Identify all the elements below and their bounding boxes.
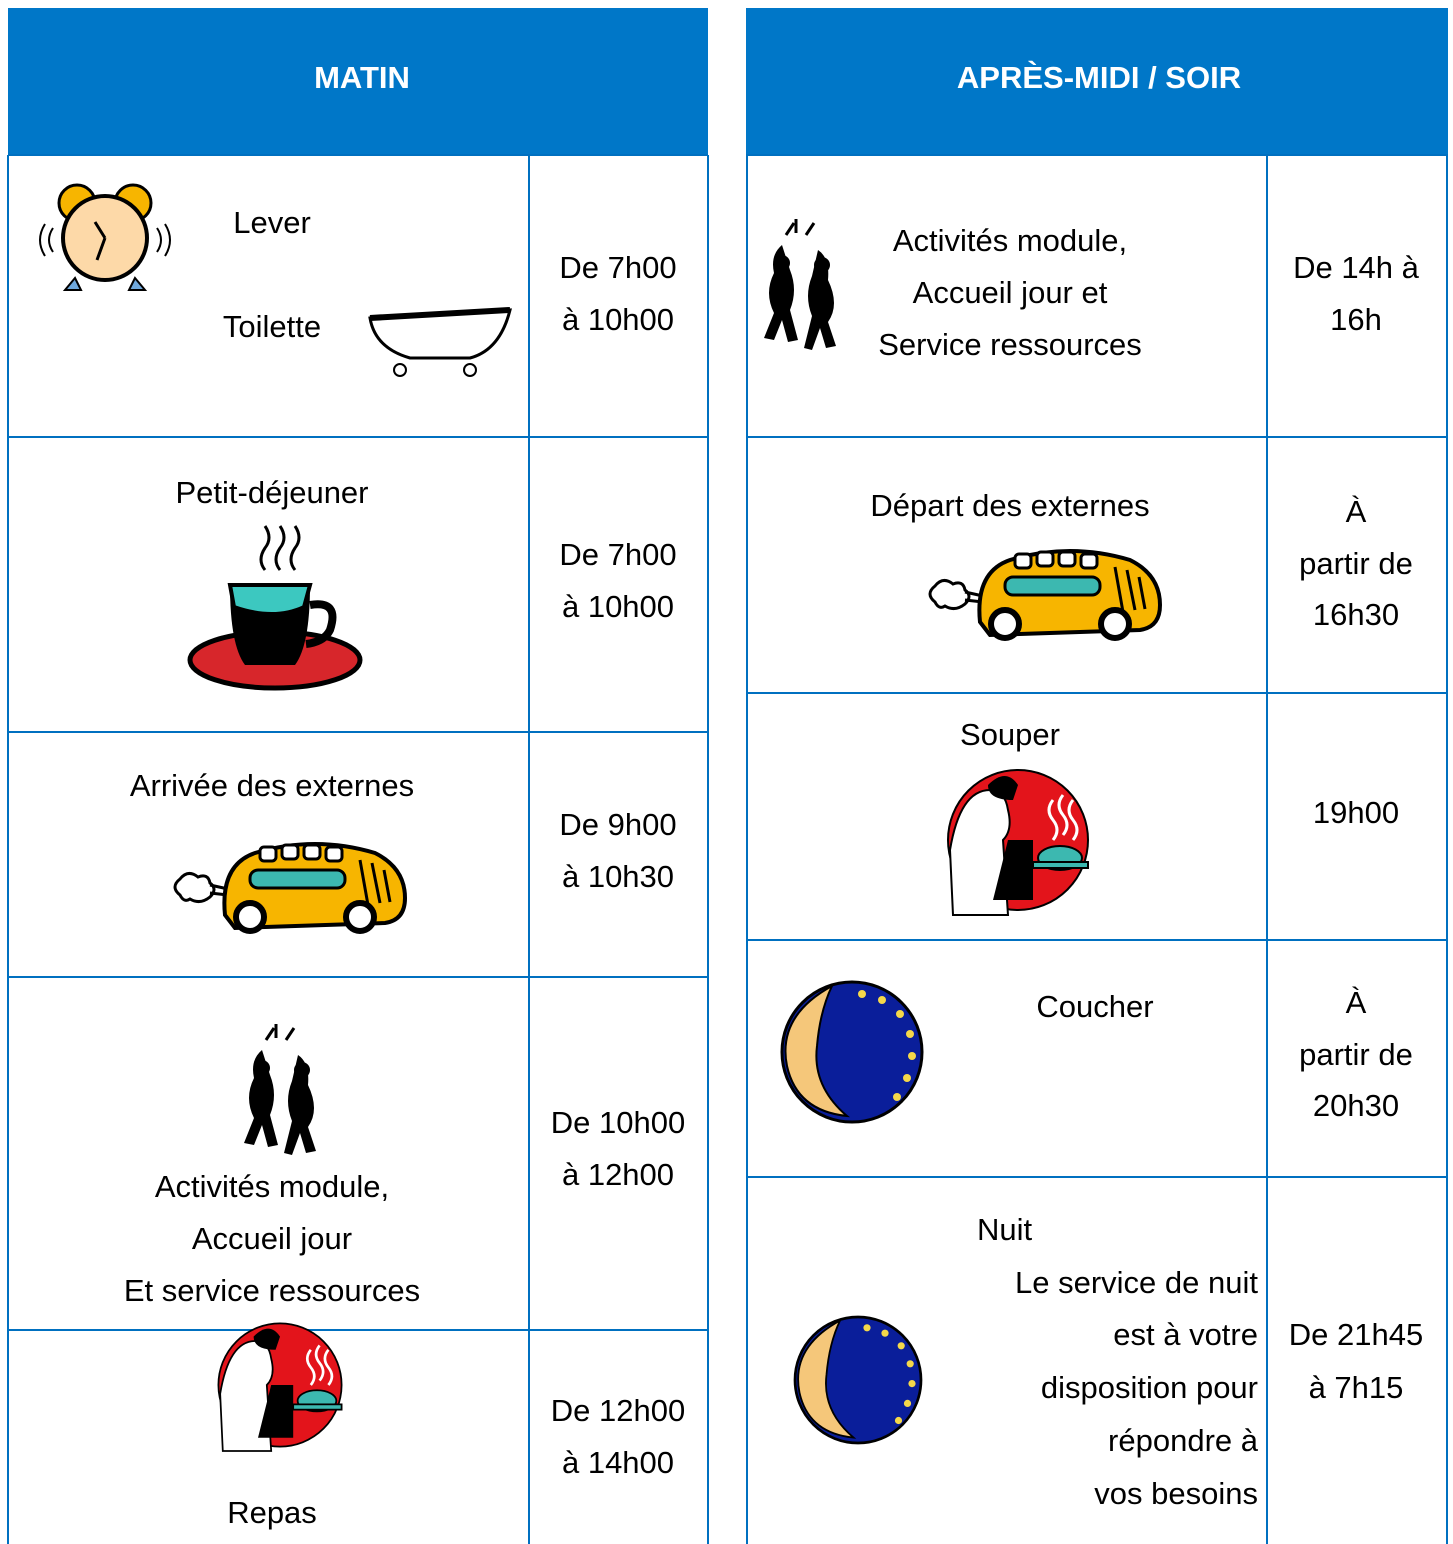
right-grid [746,154,1448,1544]
activity: Service ressources [878,327,1142,362]
time: De 21h45 [1289,1317,1423,1352]
activity: Activités module, [155,1169,389,1204]
time: à 14h00 [562,1445,674,1480]
header-bg [8,8,708,155]
time: De 12h00 [551,1393,685,1428]
time: à 7h15 [1309,1370,1404,1405]
time: partir de [1299,1037,1413,1072]
bus-icon [175,844,405,931]
time: à 10h00 [562,302,674,337]
time: À [1346,985,1367,1020]
activity: Nuit [977,1212,1033,1247]
waiter-icon [217,1322,343,1453]
activity: Souper [960,717,1060,752]
table-header: MATIN [314,60,410,95]
activity: Repas [227,1495,317,1530]
dancers-icon [762,217,838,352]
activity: répondre à [1108,1423,1259,1458]
activity: disposition pour [1041,1370,1258,1405]
time: 19h00 [1313,795,1399,830]
moon-icon [780,980,924,1124]
time: partir de [1299,546,1413,581]
time: De 9h00 [559,807,676,842]
activity: Accueil jour et [913,275,1108,310]
time: 16h [1330,302,1382,337]
coffee-icon [187,525,363,691]
activity: vos besoins [1094,1476,1258,1511]
time: à 12h00 [562,1157,674,1192]
activity: Et service ressources [124,1273,420,1308]
activity: est à votre [1113,1317,1258,1352]
activity: Toilette [223,309,321,344]
activity: Lever [233,205,311,240]
time: 16h30 [1313,597,1399,632]
time: De 10h00 [551,1105,685,1140]
time: De 14h à [1293,250,1420,285]
waiter-icon [946,768,1090,917]
activity: Arrivée des externes [130,768,414,803]
activity: Le service de nuit [1015,1265,1258,1300]
time: De 7h00 [559,250,676,285]
activity: Activités module, [893,223,1127,258]
moon-icon [793,1315,923,1445]
activity: Accueil jour [192,1221,352,1256]
time: À [1346,494,1367,529]
table-header: APRÈS-MIDI / SOIR [957,60,1241,95]
clock-icon [39,183,171,291]
bathtub-icon [368,307,512,377]
time: à 10h00 [562,589,674,624]
dancers-icon [242,1022,318,1157]
time: De 7h00 [559,537,676,572]
activity: Départ des externes [870,488,1149,523]
left-grid [7,154,709,1544]
time: 20h30 [1313,1088,1399,1123]
time: à 10h30 [562,859,674,894]
bus-icon [930,551,1160,638]
activity: Petit-déjeuner [175,475,368,510]
header-bg [746,8,1448,155]
activity: Coucher [1036,989,1153,1024]
